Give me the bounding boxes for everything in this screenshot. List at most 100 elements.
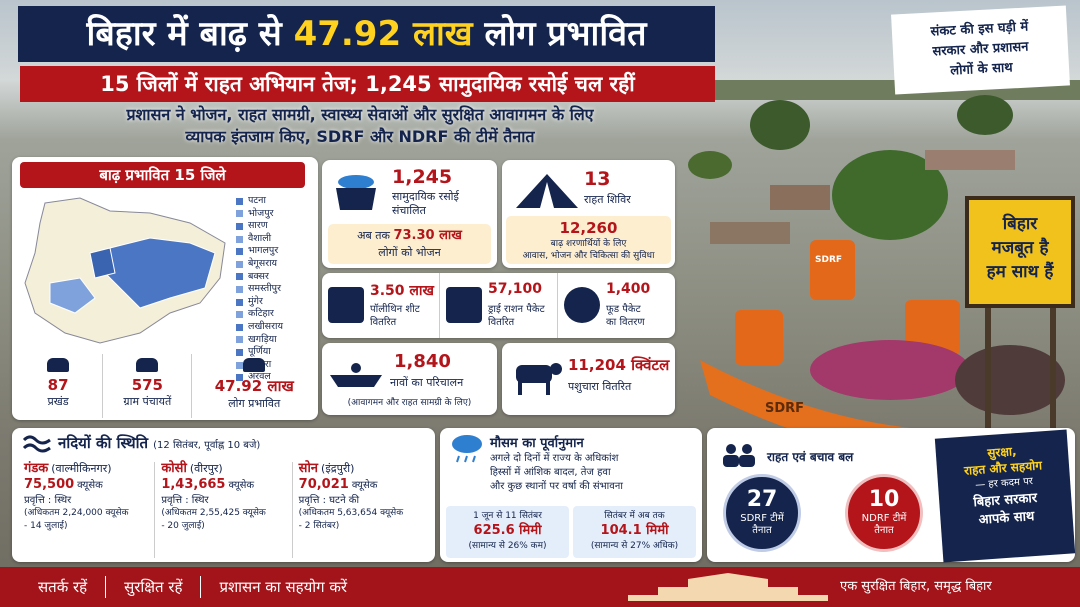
- stat-cell: 47.92 लाख लोग प्रभावित: [191, 354, 316, 418]
- district-item: भागलपुर: [236, 245, 316, 258]
- stat-value: 47.92 लाख: [214, 377, 294, 395]
- camps-label: राहत शिविर: [584, 193, 631, 206]
- district-item: लखीसराय: [236, 321, 316, 334]
- boat-label: SDRF: [765, 401, 804, 416]
- label-line: सामुदायिक रसोई: [392, 190, 459, 203]
- item-cell: 3.50 लाख पॉलीथिन शीट वितरित: [322, 273, 439, 338]
- river-unit: क्यूसेक: [77, 480, 103, 491]
- river-head: कोसी (वीरपुर): [161, 462, 285, 476]
- description-line: प्रशासन ने भोजन, राहत सामग्री, स्वास्थ्य…: [126, 105, 594, 124]
- district-item: कटिहार: [236, 308, 316, 321]
- river-max: (अधिकतम 2,24,000 क्यूसेक: [24, 508, 129, 518]
- stat-cell: 575 ग्राम पंचायतें: [102, 354, 191, 418]
- river-cell: गंडक (वाल्मीकिनगर) 75,500 क्यूसेक प्रवृत्ति …: [18, 462, 154, 558]
- sign-post: [1050, 305, 1056, 435]
- note-text: बाढ़ शरणार्थियों के लिए: [550, 239, 627, 249]
- river-max: - 2 सितंबर): [298, 521, 340, 531]
- stat-icon: [136, 358, 159, 372]
- subtitle-banner: 15 जिलों में राहत अभियान तेज; 1,245 सामु…: [20, 66, 715, 102]
- kitchen-card: 1,245 सामुदायिक रसोई संचालित अब तक 73.30 …: [322, 160, 497, 268]
- camps-card: 13 राहत शिविर 12,260 बाढ़ शरणार्थियों के…: [502, 160, 675, 268]
- team-value: 10: [868, 487, 900, 512]
- forces-panel: राहत एवं बचाव बल 27 SDRF टीमें तैनात 10 NDRF…: [707, 428, 1076, 563]
- forecast-line: अगले दो दिनों में राज्य के अधिकांश: [490, 453, 619, 464]
- map-affected: [89, 247, 116, 279]
- team-label: तैनात: [874, 525, 894, 536]
- river-flow-row: 1,43,665 क्यूसेक: [161, 478, 285, 492]
- district-swatch: [236, 298, 243, 306]
- river-max: (अधिकतम 2,55,425 क्यूसेक: [161, 508, 266, 518]
- item-label: ड्राई राशन पैकेट: [488, 304, 545, 315]
- district-item: सारण: [236, 220, 316, 233]
- label-line: संचालित: [392, 204, 426, 217]
- note-text: आवास, भोजन और चिकित्सा की सुविधा: [522, 251, 655, 261]
- description-line: व्यापक इंतजाम किए, SDRF और NDRF की टीमें…: [185, 127, 535, 146]
- district-item: समस्तीपुर: [236, 283, 316, 296]
- district-item: अरवल: [236, 371, 316, 384]
- river-flow-row: 70,021 क्यूसेक: [299, 478, 423, 492]
- camps-sub-value: 12,260: [559, 219, 618, 237]
- rain-note: (सामान्य से 26% कम): [468, 541, 547, 551]
- rescuer: [905, 300, 960, 355]
- district-swatch: [236, 273, 243, 281]
- tree: [957, 95, 1013, 135]
- district-swatch: [236, 235, 243, 243]
- team-value: 27: [746, 487, 778, 512]
- kitchen-label: सामुदायिक रसोई संचालित: [392, 190, 459, 218]
- district-name: कटिहार: [248, 308, 274, 320]
- district-name: वैशाली: [248, 232, 272, 244]
- pot-icon: [336, 175, 376, 210]
- footer-divider: [105, 576, 107, 598]
- district-item: पटना: [236, 195, 316, 208]
- district-swatch: [236, 374, 243, 382]
- forces-title: राहत एवं बचाव बल: [767, 450, 854, 464]
- boats-label: नावों का परिचालन: [390, 376, 464, 389]
- district-item: बक्सर: [236, 271, 316, 284]
- rivers-title: नदियों की स्थिति: [58, 434, 149, 452]
- map-affected: [49, 277, 96, 314]
- item-icon: [328, 287, 364, 323]
- title-banner: बिहार में बाढ़ से 47.92 लाख लोग प्रभावित: [18, 6, 715, 62]
- item-cell: 1,400 फूड पैकेट का वितरण: [557, 273, 675, 338]
- rescuer: [810, 240, 855, 300]
- district-swatch: [236, 285, 243, 293]
- rain-value: 625.6 मिमी: [473, 523, 542, 538]
- tree: [688, 151, 732, 179]
- footer: सतर्क रहें सुरक्षित रहें प्रशासन का सहयोग …: [0, 567, 1080, 607]
- note-text: लोगों को भोजन: [378, 246, 441, 259]
- sign-line: बिहार: [1002, 214, 1038, 234]
- rain-cell: सितंबर में अब तक 104.1 मिमी (सामान्य से 27…: [573, 506, 696, 558]
- district-name: समस्तीपुर: [248, 283, 281, 295]
- boats-card: 1,840 नावों का परिचालन (आवागमन और राहत स…: [322, 343, 497, 415]
- district-name: बेगूसराय: [248, 257, 278, 269]
- item-value: 57,100: [488, 281, 543, 297]
- district-item: वैशाली: [236, 233, 316, 246]
- item-icon: [564, 287, 600, 323]
- district-swatch: [236, 210, 243, 218]
- title-text: बिहार में बाढ़ से: [86, 14, 294, 54]
- kitchen-note: अब तक 73.30 लाख लोगों को भोजन: [328, 224, 491, 264]
- district-swatch: [236, 248, 243, 256]
- items-card: 3.50 लाख पॉलीथिन शीट वितरित 57,100 ड्राई राश…: [322, 273, 675, 338]
- camps-note: 12,260 बाढ़ शरणार्थियों के लिए आवास, भोज…: [506, 216, 671, 264]
- boats-note: (आवागमन और राहत सामग्री के लिए): [347, 398, 472, 408]
- sign: बिहार मजबूत है हम साथ हैं: [965, 196, 1075, 308]
- river-flow: 75,500: [24, 477, 75, 492]
- district-name: भागलपुर: [248, 245, 279, 257]
- district-name: लखीसराय: [248, 320, 283, 332]
- title-highlight: 47.92 लाख: [293, 14, 473, 54]
- fodder-label: पशुचारा वितरित: [568, 380, 632, 393]
- team-icon: [723, 444, 755, 467]
- stat-label: ग्राम पंचायतें: [123, 395, 172, 408]
- team-label: SDRF टीमें: [740, 513, 784, 524]
- team-badge: 27 SDRF टीमें तैनात: [723, 474, 801, 552]
- district-name: अरवल: [248, 371, 271, 383]
- district-item: पूर्णिया: [236, 346, 316, 359]
- item-label: फूड पैकेट: [606, 304, 641, 315]
- river-cell: सोन (इंद्रपुरी) 70,021 क्यूसेक प्रवृत्ति : घ…: [291, 462, 429, 558]
- river-trend: प्रवृत्ति : घटने की: [298, 495, 360, 506]
- stat-label: प्रखंड: [47, 395, 69, 408]
- team-badge: 10 NDRF टीमें तैनात: [845, 474, 923, 552]
- footer-item: प्रशासन का सहयोग करें: [219, 578, 348, 596]
